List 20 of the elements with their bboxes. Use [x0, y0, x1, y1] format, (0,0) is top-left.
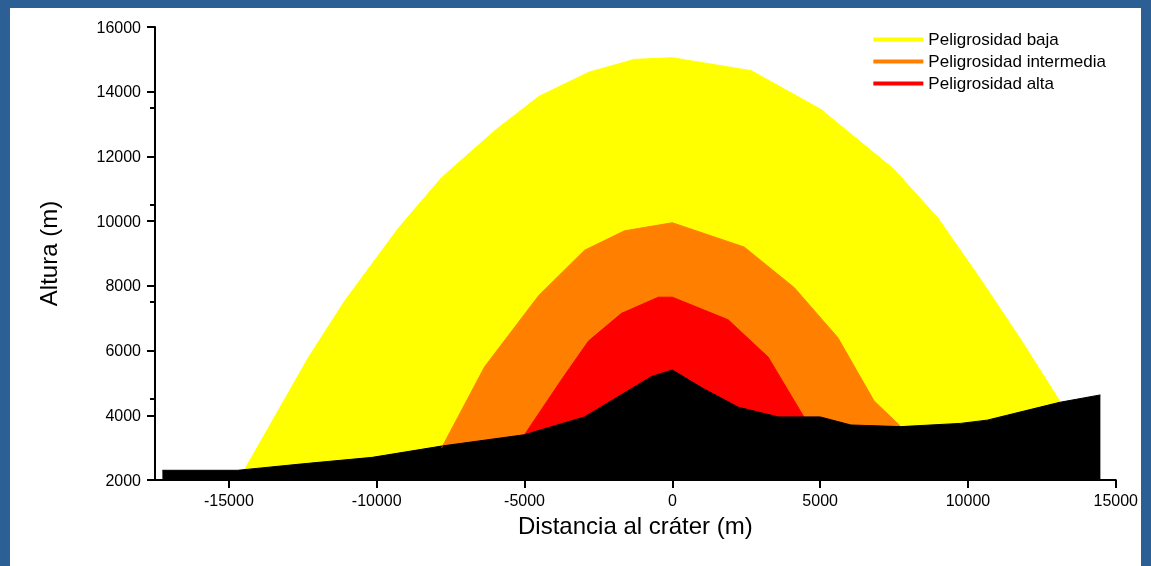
x-tick-label: 5000	[802, 491, 839, 509]
x-tick-label: 0	[667, 491, 677, 509]
legend-label: Peligrosidad baja	[928, 30, 1060, 49]
x-tick-label: -5000	[504, 491, 546, 509]
x-tick-label: -15000	[203, 491, 254, 509]
y-tick-label: 16000	[96, 18, 142, 36]
x-tick-label: -10000	[351, 491, 402, 509]
y-tick-label: 6000	[105, 342, 142, 360]
y-tick-label: 14000	[96, 83, 142, 101]
x-tick-label: 15000	[1093, 491, 1139, 509]
y-axis-title: Altura (m)	[34, 200, 62, 307]
legend-label: Peligrosidad intermedia	[928, 52, 1107, 71]
x-tick-label: 10000	[945, 491, 991, 509]
y-tick-label: 4000	[105, 406, 142, 424]
legend-label: Peligrosidad alta	[928, 74, 1055, 93]
x-axis-title: Distancia al cráter (m)	[518, 511, 753, 539]
y-tick-label: 10000	[96, 212, 142, 230]
y-tick-label: 12000	[96, 147, 142, 165]
y-tick-label: 8000	[105, 277, 142, 295]
y-tick-label: 2000	[105, 471, 142, 489]
